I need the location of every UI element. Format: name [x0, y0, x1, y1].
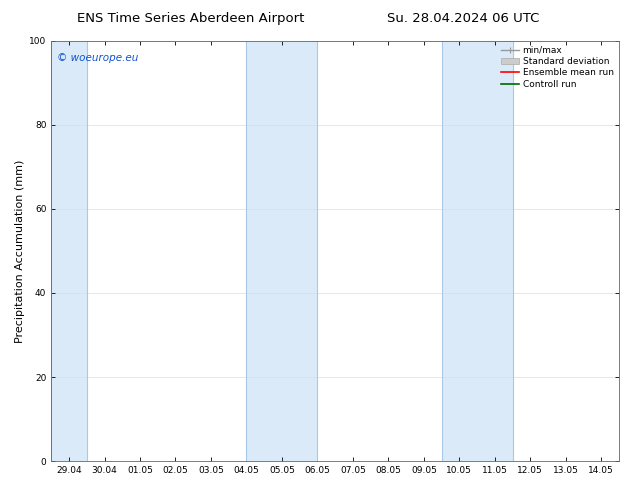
Bar — [247, 41, 318, 461]
Bar — [442, 41, 512, 461]
Bar — [51, 41, 87, 461]
Text: Su. 28.04.2024 06 UTC: Su. 28.04.2024 06 UTC — [387, 12, 539, 25]
Y-axis label: Precipitation Accumulation (mm): Precipitation Accumulation (mm) — [15, 159, 25, 343]
Legend: min/max, Standard deviation, Ensemble mean run, Controll run: min/max, Standard deviation, Ensemble me… — [500, 45, 614, 90]
Text: © woeurope.eu: © woeurope.eu — [57, 53, 138, 63]
Text: ENS Time Series Aberdeen Airport: ENS Time Series Aberdeen Airport — [77, 12, 304, 25]
